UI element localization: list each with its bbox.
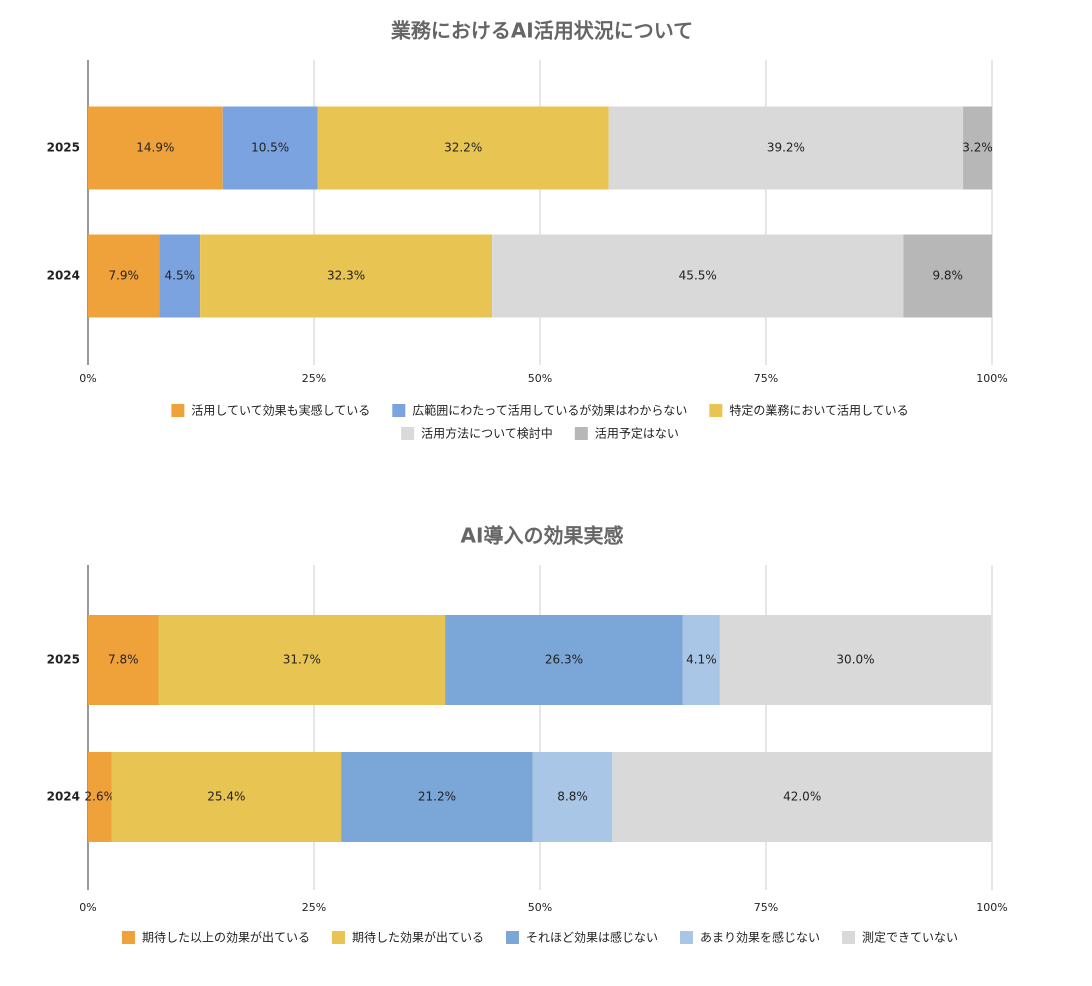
x-tick-label: 0% xyxy=(79,372,96,385)
legend-label: 期待した以上の効果が出ている xyxy=(142,930,310,945)
data-label: 7.8% xyxy=(108,653,139,667)
legend-label: 活用方法について検討中 xyxy=(421,426,553,441)
x-tick-label: 100% xyxy=(976,372,1007,385)
data-label: 42.0% xyxy=(783,790,821,804)
legend-label: あまり効果を感じない xyxy=(700,930,820,945)
data-label: 3.2% xyxy=(962,141,993,155)
data-label: 9.8% xyxy=(932,269,963,283)
legend-swatch xyxy=(331,931,345,944)
y-tick-label: 2025 xyxy=(47,653,80,667)
legend-item: 活用予定はない xyxy=(574,426,679,441)
legend-label: 活用予定はない xyxy=(595,426,679,441)
legend-item: 特定の業務において活用している xyxy=(709,403,909,418)
bar-segment xyxy=(317,106,609,190)
y-tick-label: 2024 xyxy=(47,790,80,804)
bar-segment xyxy=(88,615,159,705)
legend-item: 期待した以上の効果が出ている xyxy=(121,930,310,945)
bar-segment xyxy=(88,752,112,842)
y-tick-label: 2024 xyxy=(47,269,80,283)
bar-segment xyxy=(200,234,493,318)
data-label: 2.6% xyxy=(85,790,116,804)
legend-swatch xyxy=(121,931,135,944)
legend-item: 広範囲にわたって活用しているが効果はわからない xyxy=(392,403,687,418)
x-tick-label: 0% xyxy=(79,901,96,914)
x-tick-label: 100% xyxy=(976,901,1007,914)
legend-swatch xyxy=(505,931,519,944)
data-label: 4.5% xyxy=(165,269,196,283)
legend-swatch xyxy=(574,427,588,440)
bar-segment xyxy=(159,234,201,318)
x-tick-label: 75% xyxy=(754,901,778,914)
data-label: 32.2% xyxy=(444,141,482,155)
y-tick-label: 2025 xyxy=(47,141,80,155)
legend-label: 広範囲にわたって活用しているが効果はわからない xyxy=(412,403,687,418)
data-label: 26.3% xyxy=(545,653,583,667)
bar-segment xyxy=(608,106,964,190)
data-label: 7.9% xyxy=(108,269,139,283)
data-label: 30.0% xyxy=(836,653,874,667)
data-label: 39.2% xyxy=(767,141,805,155)
x-tick-label: 75% xyxy=(754,372,778,385)
bar-segment xyxy=(612,752,992,842)
bar-segment xyxy=(158,615,446,705)
legend-item: あまり効果を感じない xyxy=(680,930,820,945)
legend-label: 測定できていない xyxy=(862,930,958,945)
x-tick-label: 50% xyxy=(528,372,552,385)
data-label: 8.8% xyxy=(557,790,588,804)
data-label: 25.4% xyxy=(207,790,245,804)
legend-label: 活用していて効果も実感している xyxy=(191,403,370,418)
legend-item: 活用していて効果も実感している xyxy=(171,403,370,418)
legend-item: それほど効果は感じない xyxy=(505,930,658,945)
data-label: 32.3% xyxy=(327,269,365,283)
bar-segment xyxy=(963,106,992,190)
legend-item: 期待した効果が出ている xyxy=(331,930,484,945)
data-label: 45.5% xyxy=(679,269,717,283)
legend-label: 特定の業務において活用している xyxy=(729,403,908,418)
bar-segment xyxy=(88,106,223,190)
data-label: 14.9% xyxy=(136,141,174,155)
bar-segment xyxy=(111,752,342,842)
x-tick-label: 50% xyxy=(528,901,552,914)
bar-segment xyxy=(682,615,720,705)
legend-swatch xyxy=(401,427,415,440)
bar-segment xyxy=(88,234,160,318)
legend-label: それほど効果は感じない xyxy=(526,930,658,945)
chart-title: 業務におけるAI活用状況について xyxy=(391,19,693,43)
data-label: 31.7% xyxy=(283,653,321,667)
chart-title: AI導入の効果実感 xyxy=(461,524,624,548)
legend-swatch xyxy=(171,404,185,417)
data-label: 21.2% xyxy=(418,790,456,804)
legend-swatch xyxy=(842,931,856,944)
legend-item: 活用方法について検討中 xyxy=(401,426,553,441)
bar-segment xyxy=(903,234,992,318)
legend-swatch xyxy=(680,931,694,944)
bar-segment xyxy=(532,752,613,842)
data-label: 10.5% xyxy=(251,141,289,155)
bar-segment xyxy=(492,234,904,318)
bar-segment xyxy=(445,615,683,705)
x-tick-label: 25% xyxy=(302,372,326,385)
data-label: 4.1% xyxy=(686,653,717,667)
legend-swatch xyxy=(392,404,406,417)
legend-item: 測定できていない xyxy=(842,930,958,945)
bar-segment xyxy=(222,106,318,190)
legend-label: 期待した効果が出ている xyxy=(352,930,484,945)
legend-swatch xyxy=(709,404,723,417)
bar-segment xyxy=(341,752,533,842)
bar-segment xyxy=(719,615,992,705)
x-tick-label: 25% xyxy=(302,901,326,914)
